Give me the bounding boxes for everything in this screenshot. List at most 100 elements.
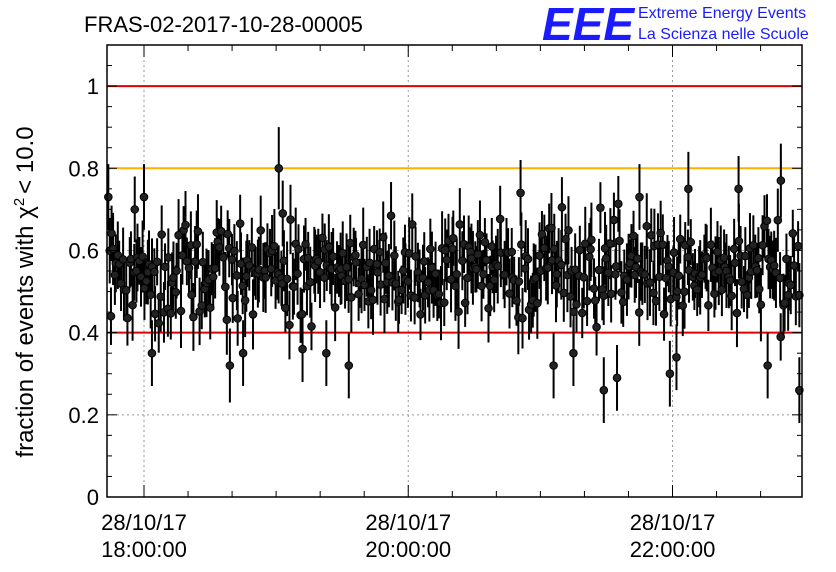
- data-point: [446, 275, 456, 284]
- data-point: [717, 285, 727, 294]
- data-point: [150, 309, 160, 319]
- data-point: [675, 234, 685, 244]
- data-point: [680, 287, 689, 296]
- data-point: [577, 308, 587, 318]
- data-point: [198, 257, 208, 267]
- data-point: [169, 273, 178, 282]
- data-point: [157, 230, 166, 239]
- data-point: [633, 254, 642, 263]
- data-point: [261, 273, 270, 282]
- logo-line2: La Scienza nelle Scuole: [638, 26, 809, 43]
- data-point: [110, 270, 120, 280]
- data-point: [520, 264, 530, 273]
- data-point: [256, 226, 266, 235]
- x-tick-label-time: 18:00:00: [101, 537, 187, 562]
- data-point: [489, 275, 499, 285]
- data-point: [132, 266, 141, 276]
- data-point: [549, 361, 558, 370]
- data-point: [473, 250, 483, 259]
- data-point: [729, 244, 739, 254]
- data-point: [426, 244, 435, 254]
- data-point: [266, 264, 276, 274]
- data-point: [645, 278, 655, 287]
- data-point: [661, 273, 671, 283]
- data-point: [121, 285, 131, 295]
- data-point: [734, 184, 743, 194]
- data-point: [345, 238, 355, 248]
- data-point: [154, 318, 164, 328]
- data-point: [592, 322, 601, 332]
- data-point: [674, 271, 684, 281]
- data-point: [702, 253, 711, 263]
- data-point: [407, 220, 417, 229]
- data-point: [752, 266, 762, 275]
- data-point: [416, 310, 425, 319]
- data-point: [580, 239, 590, 248]
- data-point: [184, 263, 194, 273]
- data-point: [455, 220, 465, 229]
- data-point: [448, 244, 457, 254]
- data-point: [776, 176, 786, 185]
- data-point: [210, 264, 220, 273]
- data-point: [480, 237, 490, 247]
- data-point: [614, 199, 623, 209]
- data-point: [622, 275, 632, 284]
- data-point: [318, 233, 327, 243]
- data-point: [128, 300, 137, 310]
- data-point: [139, 192, 149, 202]
- data-point: [286, 215, 295, 224]
- data-point: [380, 294, 389, 304]
- axes: [106, 44, 803, 498]
- data-point: [398, 266, 408, 275]
- data-point: [230, 246, 239, 256]
- data-point: [166, 309, 176, 318]
- data-point: [197, 301, 207, 310]
- data-point: [274, 163, 284, 173]
- data-point: [584, 252, 594, 262]
- data-point: [342, 262, 351, 272]
- data-point: [358, 240, 368, 250]
- data-point: [773, 215, 783, 225]
- data-point: [692, 285, 702, 294]
- y-tick-label: 0.6: [68, 238, 99, 263]
- data-point: [193, 227, 203, 236]
- data-point: [181, 220, 190, 230]
- data-point: [540, 243, 549, 253]
- data-point: [227, 255, 237, 264]
- data-point: [564, 226, 573, 235]
- data-point: [123, 313, 132, 323]
- data-point: [516, 188, 525, 198]
- data-point: [758, 240, 767, 250]
- data-point: [482, 255, 491, 265]
- data-point: [713, 247, 722, 257]
- data-point: [523, 254, 533, 264]
- data-point: [222, 315, 232, 325]
- data-point: [351, 250, 360, 260]
- data-point: [678, 301, 688, 310]
- data-point: [463, 273, 472, 283]
- data-point: [313, 257, 323, 266]
- data-point: [551, 281, 561, 290]
- data-point: [543, 263, 553, 273]
- data-point: [467, 254, 476, 263]
- data-point: [672, 287, 682, 296]
- data-point: [458, 256, 467, 266]
- data-point: [686, 237, 696, 247]
- logo-letters: EEE: [542, 0, 635, 50]
- y-tick-label: 0.4: [68, 321, 99, 346]
- data-point: [301, 240, 310, 249]
- data-point: [278, 209, 288, 218]
- data-point: [590, 296, 600, 305]
- data-point: [419, 257, 429, 266]
- data-point: [174, 230, 183, 240]
- data-point: [147, 348, 157, 358]
- data-point: [557, 260, 566, 270]
- data-point: [557, 202, 567, 212]
- data-point: [373, 267, 382, 277]
- data-point: [192, 240, 202, 249]
- data-point: [782, 254, 791, 264]
- data-point: [606, 239, 615, 248]
- data-point: [651, 296, 661, 306]
- y-label-suffix: < 10.0: [12, 126, 39, 193]
